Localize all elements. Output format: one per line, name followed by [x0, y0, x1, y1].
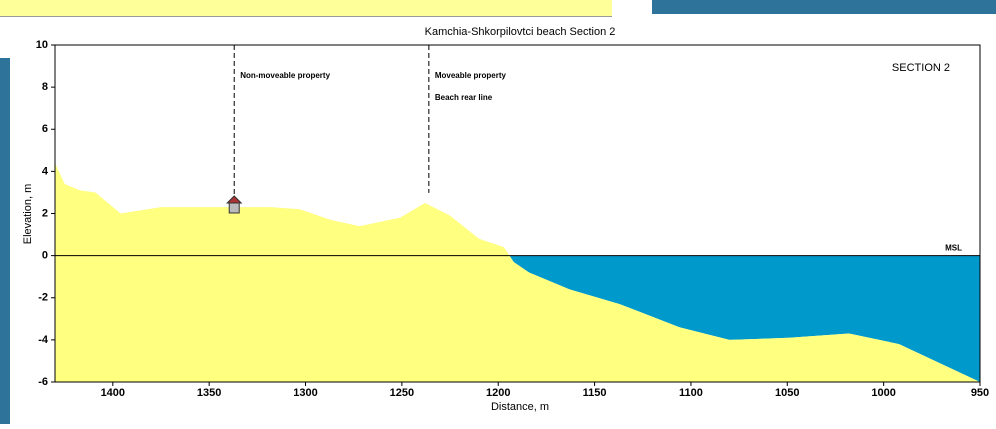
- x-tick-label: 950: [971, 387, 989, 399]
- chart: Kamchia-Shkorpilovtci beach Section 2 Di…: [0, 0, 996, 424]
- x-tick-label: 1200: [486, 387, 510, 399]
- x-tick-label: 1000: [871, 387, 895, 399]
- section-label: SECTION 2: [892, 62, 950, 74]
- annotation-label: Beach rear line: [435, 93, 493, 102]
- chart-title: Kamchia-Shkorpilovtci beach Section 2: [425, 26, 616, 38]
- y-tick-label: 4: [42, 165, 49, 177]
- x-tick-label: 1300: [293, 387, 317, 399]
- x-tick-label: 1350: [197, 387, 221, 399]
- y-axis-label: Elevation, m: [22, 184, 34, 245]
- building-marker: [227, 196, 241, 213]
- annotation-label: Moveable property: [435, 71, 507, 80]
- annotation-label: Non-moveable property: [240, 71, 330, 80]
- y-tick-label: -2: [38, 292, 48, 304]
- msl-label: MSL: [945, 244, 962, 253]
- x-tick-label: 1400: [101, 387, 125, 399]
- background-panel-edge: [0, 16, 612, 17]
- y-tick-label: 10: [36, 39, 48, 51]
- y-tick-label: 8: [42, 81, 48, 93]
- building-roof: [227, 196, 241, 203]
- building-body: [229, 203, 239, 213]
- y-tick-label: 2: [42, 207, 48, 219]
- background-panel: [0, 0, 612, 16]
- y-tick-label: 0: [42, 250, 48, 262]
- y-tick-label: -6: [38, 376, 48, 388]
- x-tick-label: 1150: [583, 387, 607, 399]
- background-bar: [652, 0, 996, 14]
- y-tick-label: -4: [38, 334, 49, 346]
- x-tick-label: 1100: [679, 387, 703, 399]
- x-axis-label: Distance, m: [491, 401, 549, 413]
- y-tick-label: 6: [42, 123, 48, 135]
- x-tick-label: 1050: [775, 387, 799, 399]
- x-tick-label: 1250: [390, 387, 414, 399]
- background-side-bar: [0, 58, 10, 424]
